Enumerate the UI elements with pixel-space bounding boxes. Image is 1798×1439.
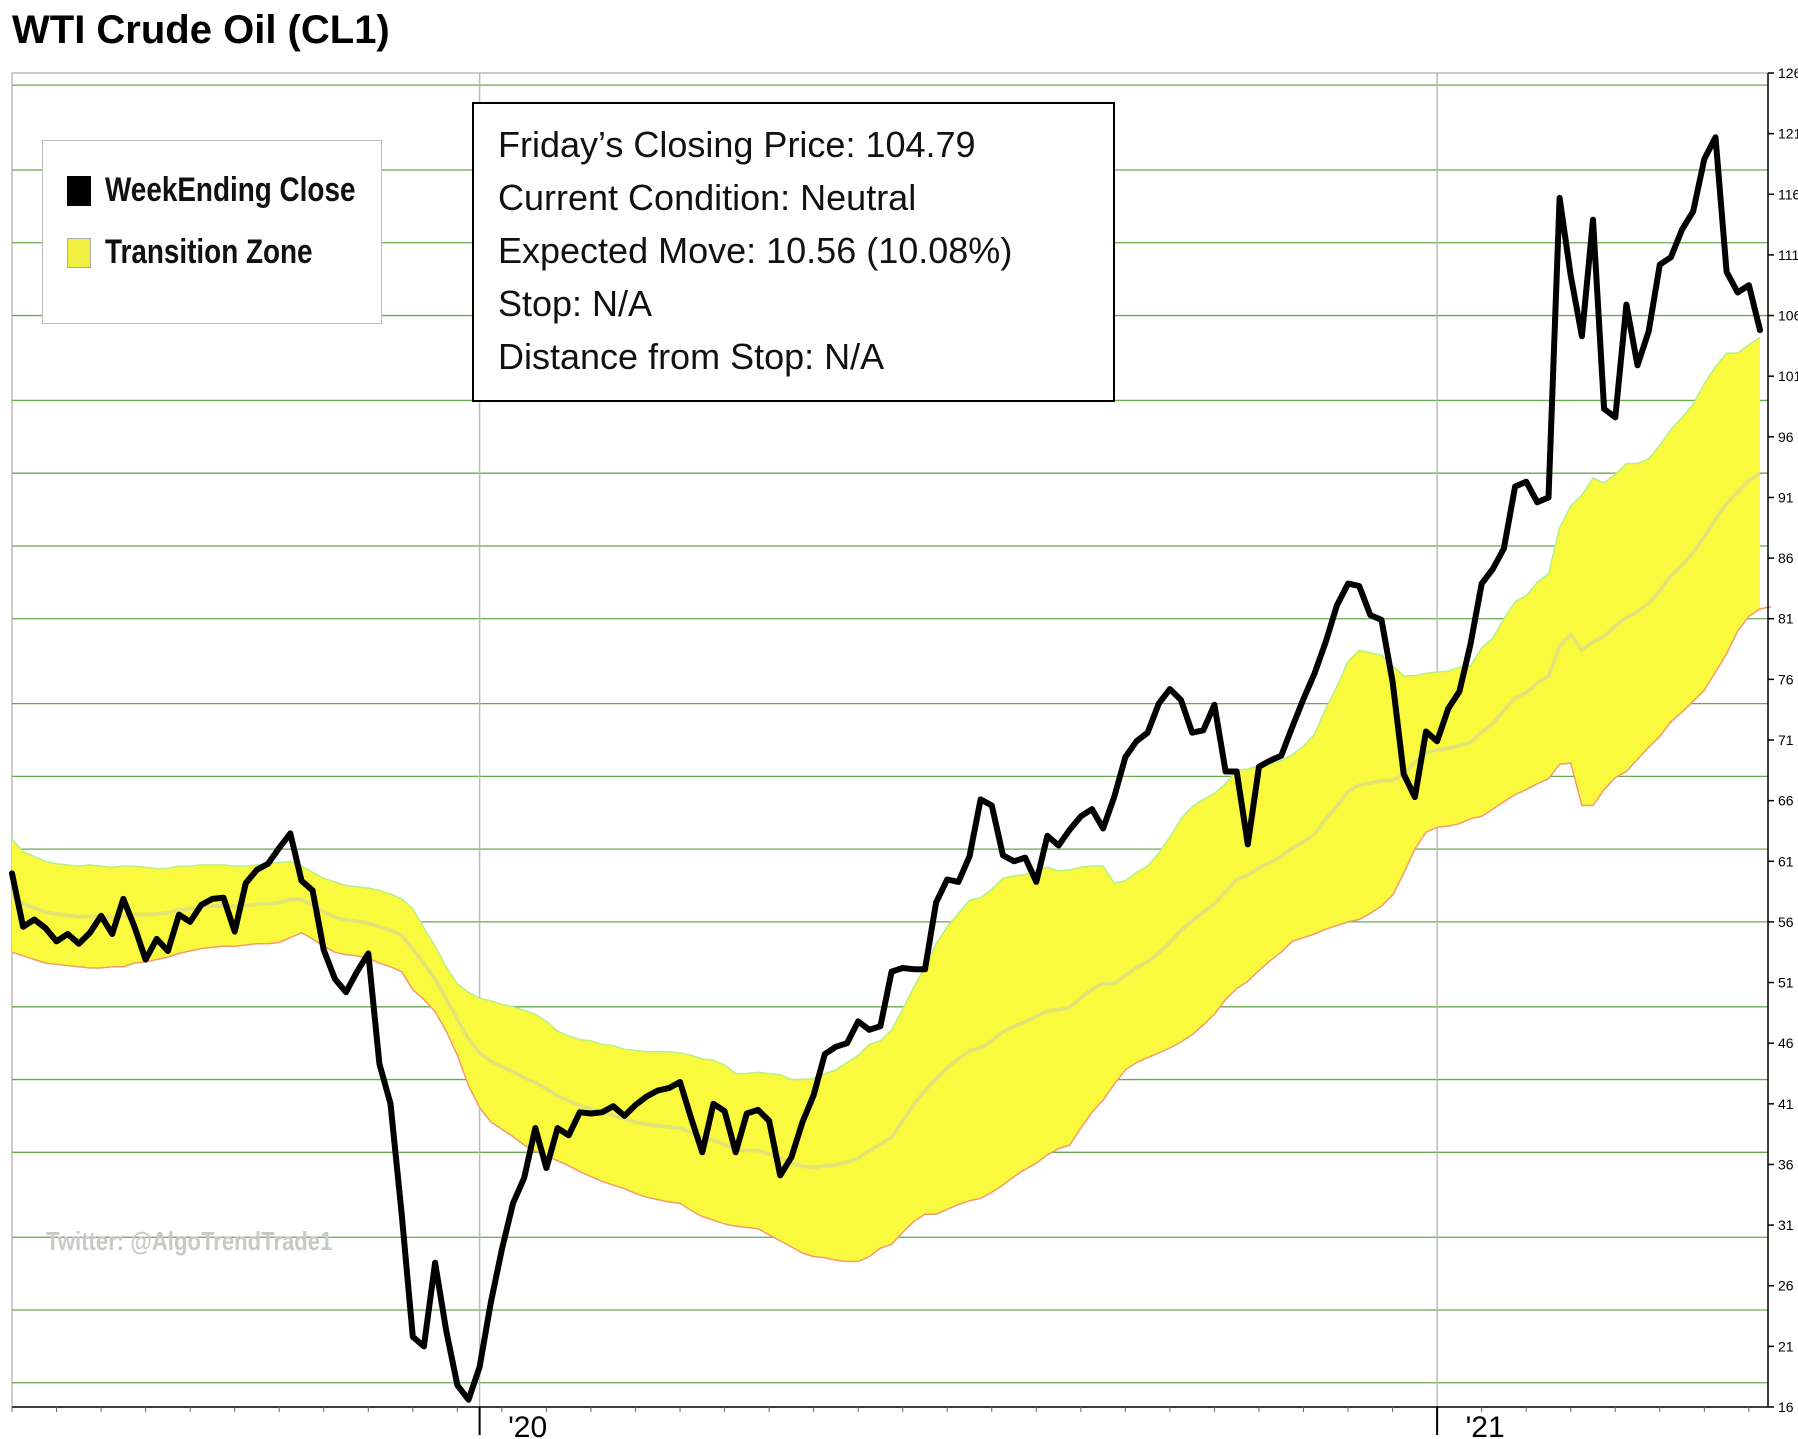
y-tick-label: 36 (1778, 1156, 1794, 1172)
transition-zone-band (10, 336, 1772, 1263)
legend-swatch-zone (67, 237, 91, 268)
y-tick-label: 86 (1778, 550, 1794, 566)
info-box: Friday’s Closing Price: 104.79 Current C… (472, 102, 1115, 402)
grid-layer (11, 72, 1769, 1408)
y-tick-label: 61 (1778, 853, 1794, 869)
x-tick-label: '21 (1466, 1411, 1505, 1439)
transition-zone-midline (10, 471, 1761, 1170)
legend-label-zone: Transition Zone (105, 233, 313, 271)
distance-text: Distance from Stop: N/A (498, 336, 885, 377)
y-tick-label: 91 (1778, 489, 1794, 505)
y-tick-label: 116 (1778, 186, 1798, 202)
transition-zone-upper-edge (11, 336, 1761, 1081)
legend-swatch-close (67, 175, 91, 206)
y-tick-label: 51 (1778, 975, 1794, 991)
chart-title: WTI Crude Oil (CL1) (12, 8, 390, 52)
transition-zone-area (12, 337, 1760, 1262)
y-tick-label: 106 (1778, 308, 1798, 324)
condition-text: Current Condition: Neutral (498, 177, 917, 218)
stop-text: Stop: N/A (498, 283, 653, 324)
y-tick-label: 101 (1778, 368, 1798, 384)
legend-item-close: WeekEnding Close (67, 171, 410, 210)
y-tick-label: 66 (1778, 793, 1794, 809)
legend-label-close: WeekEnding Close (105, 171, 356, 209)
transition-zone-lower-edge (11, 605, 1772, 1263)
y-tick-label: 126 (1778, 65, 1798, 81)
expected-move-text: Expected Move: 10.56 (10.08%) (498, 230, 1013, 271)
weekending-close-line (9, 134, 1763, 1403)
y-tick-label: 71 (1778, 732, 1794, 748)
legend: WeekEnding Close Transition Zone (42, 140, 382, 324)
closing-price-text: Friday’s Closing Price: 104.79 (498, 124, 976, 165)
y-tick-label: 31 (1778, 1217, 1794, 1233)
y-tick-label: 121 (1778, 126, 1798, 142)
axes-layer: 16 21 26 31 36 41 46 51 56 61 66 71 76 81 86 91 96 101 106… (11, 65, 1798, 1439)
close-line-layer (9, 134, 1763, 1403)
y-tick-label: 56 (1778, 914, 1794, 930)
y-tick-label: 26 (1778, 1278, 1794, 1294)
y-tick-label: 76 (1778, 671, 1794, 687)
legend-item-zone: Transition Zone (67, 233, 358, 272)
watermark: Twitter: @AlgoTrendTrade1 (46, 1226, 333, 1256)
y-tick-label: 21 (1778, 1338, 1794, 1354)
x-tick-label: '20 (508, 1411, 547, 1439)
y-tick-label: 81 (1778, 611, 1794, 627)
y-tick-label: 16 (1778, 1399, 1794, 1415)
y-tick-label: 41 (1778, 1096, 1794, 1112)
y-tick-label: 46 (1778, 1035, 1794, 1051)
y-tick-label: 96 (1778, 429, 1794, 445)
y-tick-label: 111 (1778, 247, 1798, 263)
